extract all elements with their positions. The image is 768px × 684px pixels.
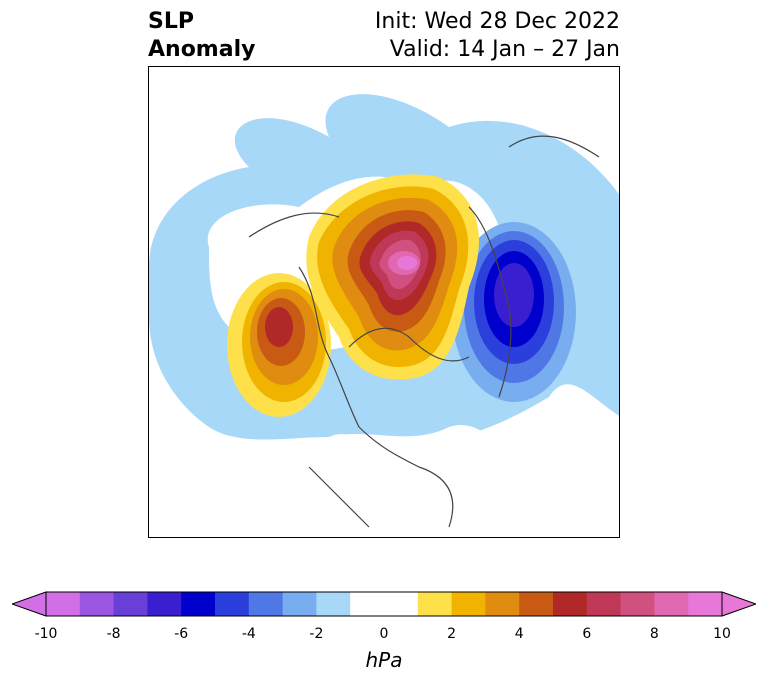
coastlines — [248, 135, 600, 528]
colorbar-tick-label: 4 — [514, 626, 524, 642]
gulf-of-alaska-high — [227, 273, 331, 417]
colorbar-segment — [485, 592, 520, 616]
colorbar-segment — [316, 592, 351, 616]
colorbar-tick-label: -2 — [309, 626, 324, 642]
colorbar-tick-label: 10 — [713, 626, 731, 642]
colorbar-tick-label: -6 — [174, 626, 189, 642]
colorbar-tick-label: -4 — [241, 626, 256, 642]
colorbar-segment — [215, 592, 250, 616]
colorbar-border — [45, 591, 723, 617]
title-line-1: SLP — [148, 9, 194, 34]
init-date: Init: Wed 28 Dec 2022 — [374, 9, 620, 34]
colorbar-segment — [282, 592, 317, 616]
colorbar-tick-label: 6 — [582, 626, 592, 642]
colorbar-segment — [113, 592, 148, 616]
colorbar-segment — [654, 592, 689, 616]
colorbar-segment — [147, 592, 182, 616]
colorbar-segment — [519, 592, 554, 616]
colorbar-tick-label: -8 — [106, 626, 121, 642]
colorbar-segment — [79, 592, 115, 616]
colorbar-segment — [417, 592, 453, 616]
colorbar — [12, 591, 756, 617]
colorbar-tick-label: 0 — [379, 626, 389, 642]
title-line-2: Anomaly — [148, 37, 256, 62]
siberia-low — [452, 222, 576, 402]
colorbar-extend-min — [12, 591, 47, 617]
colorbar-segment — [620, 592, 655, 616]
colorbar-tick-label: -10 — [34, 626, 58, 642]
map-panel — [148, 66, 620, 538]
valid-range: Valid: 14 Jan – 27 Jan — [389, 37, 620, 62]
alaska-high — [306, 174, 479, 380]
colorbar-tick-label: 8 — [649, 626, 659, 642]
colorbar-tick-label: 2 — [447, 626, 457, 642]
colorbar-segment — [350, 592, 385, 616]
map-dates: Init: Wed 28 Dec 2022 Valid: 14 Jan – 27… — [375, 8, 620, 64]
colorbar-segment — [586, 592, 622, 616]
colorbar-segment — [181, 592, 216, 616]
map-title: SLP Anomaly — [148, 8, 255, 64]
colorbar-segment — [553, 592, 588, 616]
colorbar-segment — [248, 592, 284, 616]
colorbar-segment — [384, 592, 419, 616]
colorbar-segment — [451, 592, 486, 616]
anomaly-map — [149, 67, 619, 537]
colorbar-extend-max — [721, 591, 756, 617]
colorbar-segment — [688, 592, 723, 616]
colorbar-segment — [46, 592, 81, 616]
colorbar-unit: hPa — [365, 648, 403, 672]
